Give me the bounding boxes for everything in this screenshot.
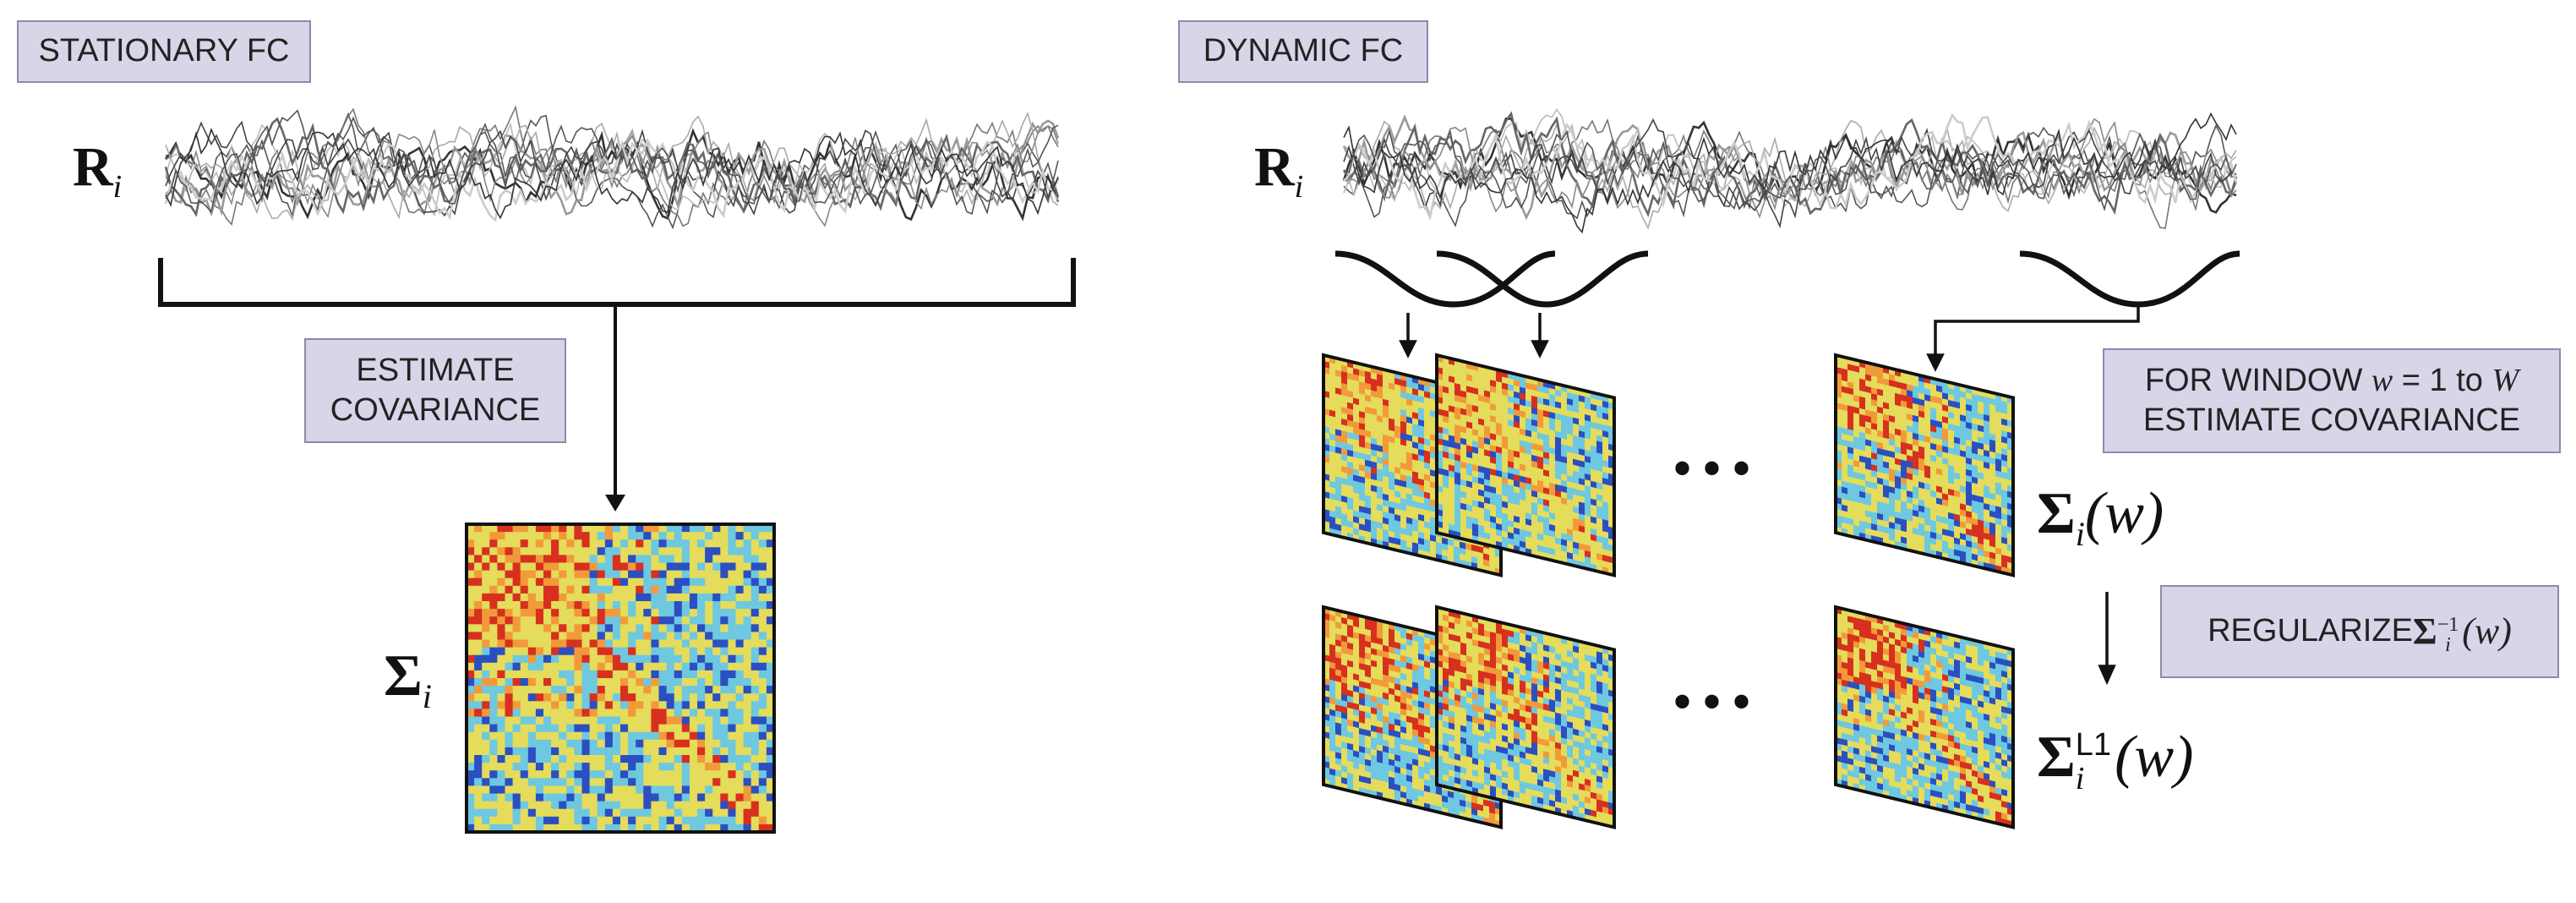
trace-line xyxy=(165,124,1059,227)
series-subscript: i xyxy=(112,169,123,205)
step-line-2: COVARIANCE xyxy=(330,392,541,428)
sigma-symbol: Σ xyxy=(384,643,423,709)
sliding-windows xyxy=(1334,250,2240,308)
window-step-line-2: ESTIMATE COVARIANCE xyxy=(2142,402,2521,438)
trace-line xyxy=(1343,128,2237,212)
trace-line xyxy=(1343,118,2237,229)
timeseries-dynamic xyxy=(1342,107,2238,234)
ellipsis-bottom: ••• xyxy=(1673,674,1763,730)
regularized-matrix-label: Σ L1 i (w) xyxy=(2037,725,2194,796)
series-symbol: R xyxy=(1254,136,1295,198)
heatmap-matrix xyxy=(1834,605,2015,829)
regularize-arrow xyxy=(2098,592,2116,686)
regularize-step: REGULARIZE Σ −1 i (w) xyxy=(2160,585,2559,678)
trace-line xyxy=(165,109,1059,216)
trace-line xyxy=(1343,112,2237,234)
heatmap-matrix xyxy=(1435,353,1616,577)
arrowhead-stationary xyxy=(605,495,625,512)
sigma-subscript: i xyxy=(422,677,432,715)
trace-line xyxy=(165,128,1059,220)
stationary-fc-header: STATIONARY FC xyxy=(17,20,311,83)
series-subscript: i xyxy=(1294,169,1304,205)
window-curve-3 xyxy=(2019,250,2240,308)
stationary-covariance-heatmap xyxy=(465,523,776,834)
stationary-matrix-label: Σi xyxy=(384,643,432,716)
trace-line xyxy=(165,111,1059,222)
series-label-left: Ri xyxy=(73,135,122,205)
step-line-1: ESTIMATE xyxy=(356,352,515,388)
window-curve-1 xyxy=(1334,250,1556,308)
heatmap-matrix xyxy=(465,523,776,834)
ellipsis-top: ••• xyxy=(1673,441,1763,496)
heatmap-matrix xyxy=(1834,353,2015,577)
timeseries-stationary xyxy=(164,105,1060,230)
series-symbol: R xyxy=(73,136,113,198)
series-label-right: Ri xyxy=(1254,135,1303,205)
window-curve-2 xyxy=(1436,250,1649,308)
whole-series-bracket xyxy=(158,258,1076,307)
heatmap-matrix xyxy=(1435,605,1616,829)
trace-line xyxy=(164,117,1060,217)
estimate-covariance-step: ESTIMATE COVARIANCE xyxy=(304,338,566,443)
window-estimate-step: FOR WINDOW w = 1 to W ESTIMATE COVARIANC… xyxy=(2103,348,2561,453)
dynamic-fc-header: DYNAMIC FC xyxy=(1178,20,1428,83)
trace-line xyxy=(164,138,1060,222)
trace-line xyxy=(1343,112,2238,222)
trace-line xyxy=(165,120,1059,217)
trace-line xyxy=(164,128,1060,222)
trace-line xyxy=(1343,119,2237,230)
window-step-line-1: FOR WINDOW w = 1 to W xyxy=(2144,362,2519,398)
dynamic-covariance-heatmaps xyxy=(1322,353,2015,829)
windowed-matrix-label: Σi(w) xyxy=(2037,481,2164,553)
window-arrows xyxy=(1399,306,2140,372)
